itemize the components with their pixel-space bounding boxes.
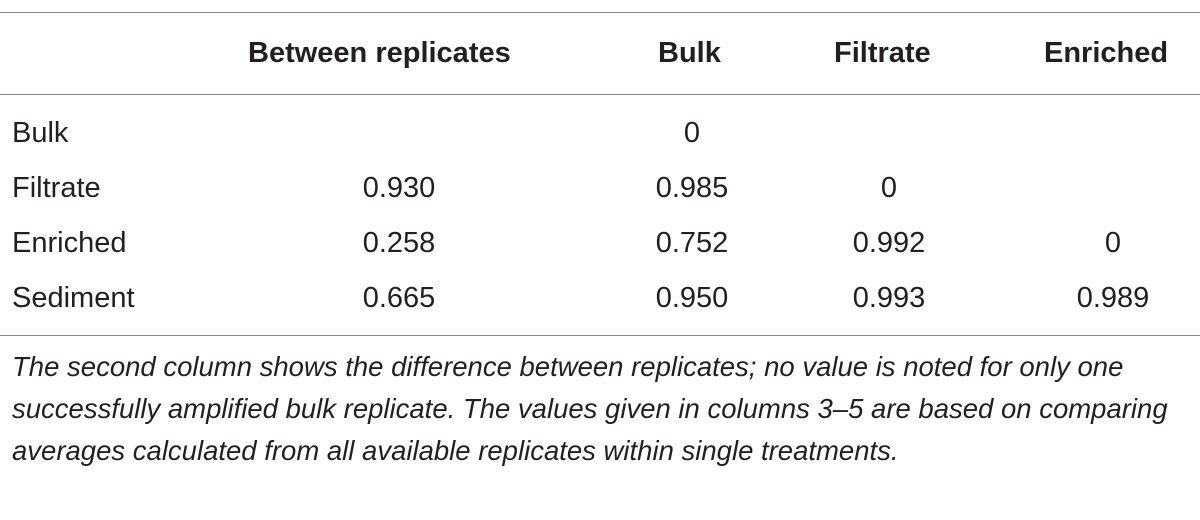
row-label: Bulk (12, 117, 69, 149)
cell-enriched: 0 (1104, 227, 1122, 259)
table-footnote: The second column shows the difference b… (12, 351, 1168, 466)
row-label: Sediment (12, 282, 135, 314)
cell-filtrate: 0.992 (852, 227, 926, 259)
header-enriched: Enriched (1044, 37, 1169, 69)
cell-between: 0.930 (362, 172, 436, 204)
row-label: Enriched (12, 227, 127, 259)
cell-between: 0.665 (362, 282, 436, 314)
header-filtrate: Filtrate (834, 37, 931, 69)
cell-bulk: 0.985 (655, 172, 729, 204)
table-row: Filtrate 0.930 0.985 0 (0, 161, 1200, 216)
cell-bulk: 0.950 (655, 282, 729, 314)
cell-bulk: 0 (683, 117, 701, 149)
header-between-replicates: Between replicates (248, 37, 511, 69)
cell-between: 0.258 (362, 227, 436, 259)
table-row: Enriched 0.258 0.752 0.992 0 (0, 216, 1200, 271)
table-row: Bulk 0 (0, 106, 1200, 161)
row-label: Filtrate (12, 172, 101, 204)
cell-enriched: 0.989 (1076, 282, 1150, 314)
cell-bulk: 0.752 (655, 227, 729, 259)
table-row: Sediment 0.665 0.950 0.993 0.989 (0, 271, 1200, 326)
table-bottom-rule (0, 335, 1200, 336)
cell-filtrate: 0 (880, 172, 898, 204)
table-header-row: Between replicates Bulk Filtrate Enriche… (0, 30, 1200, 76)
table-top-rule (0, 12, 1200, 13)
header-bulk: Bulk (658, 37, 721, 69)
cell-filtrate: 0.993 (852, 282, 926, 314)
table-header-rule (0, 94, 1200, 95)
table-body: Bulk 0 Filtrate 0.930 0.985 0 Enriched 0… (0, 106, 1200, 326)
